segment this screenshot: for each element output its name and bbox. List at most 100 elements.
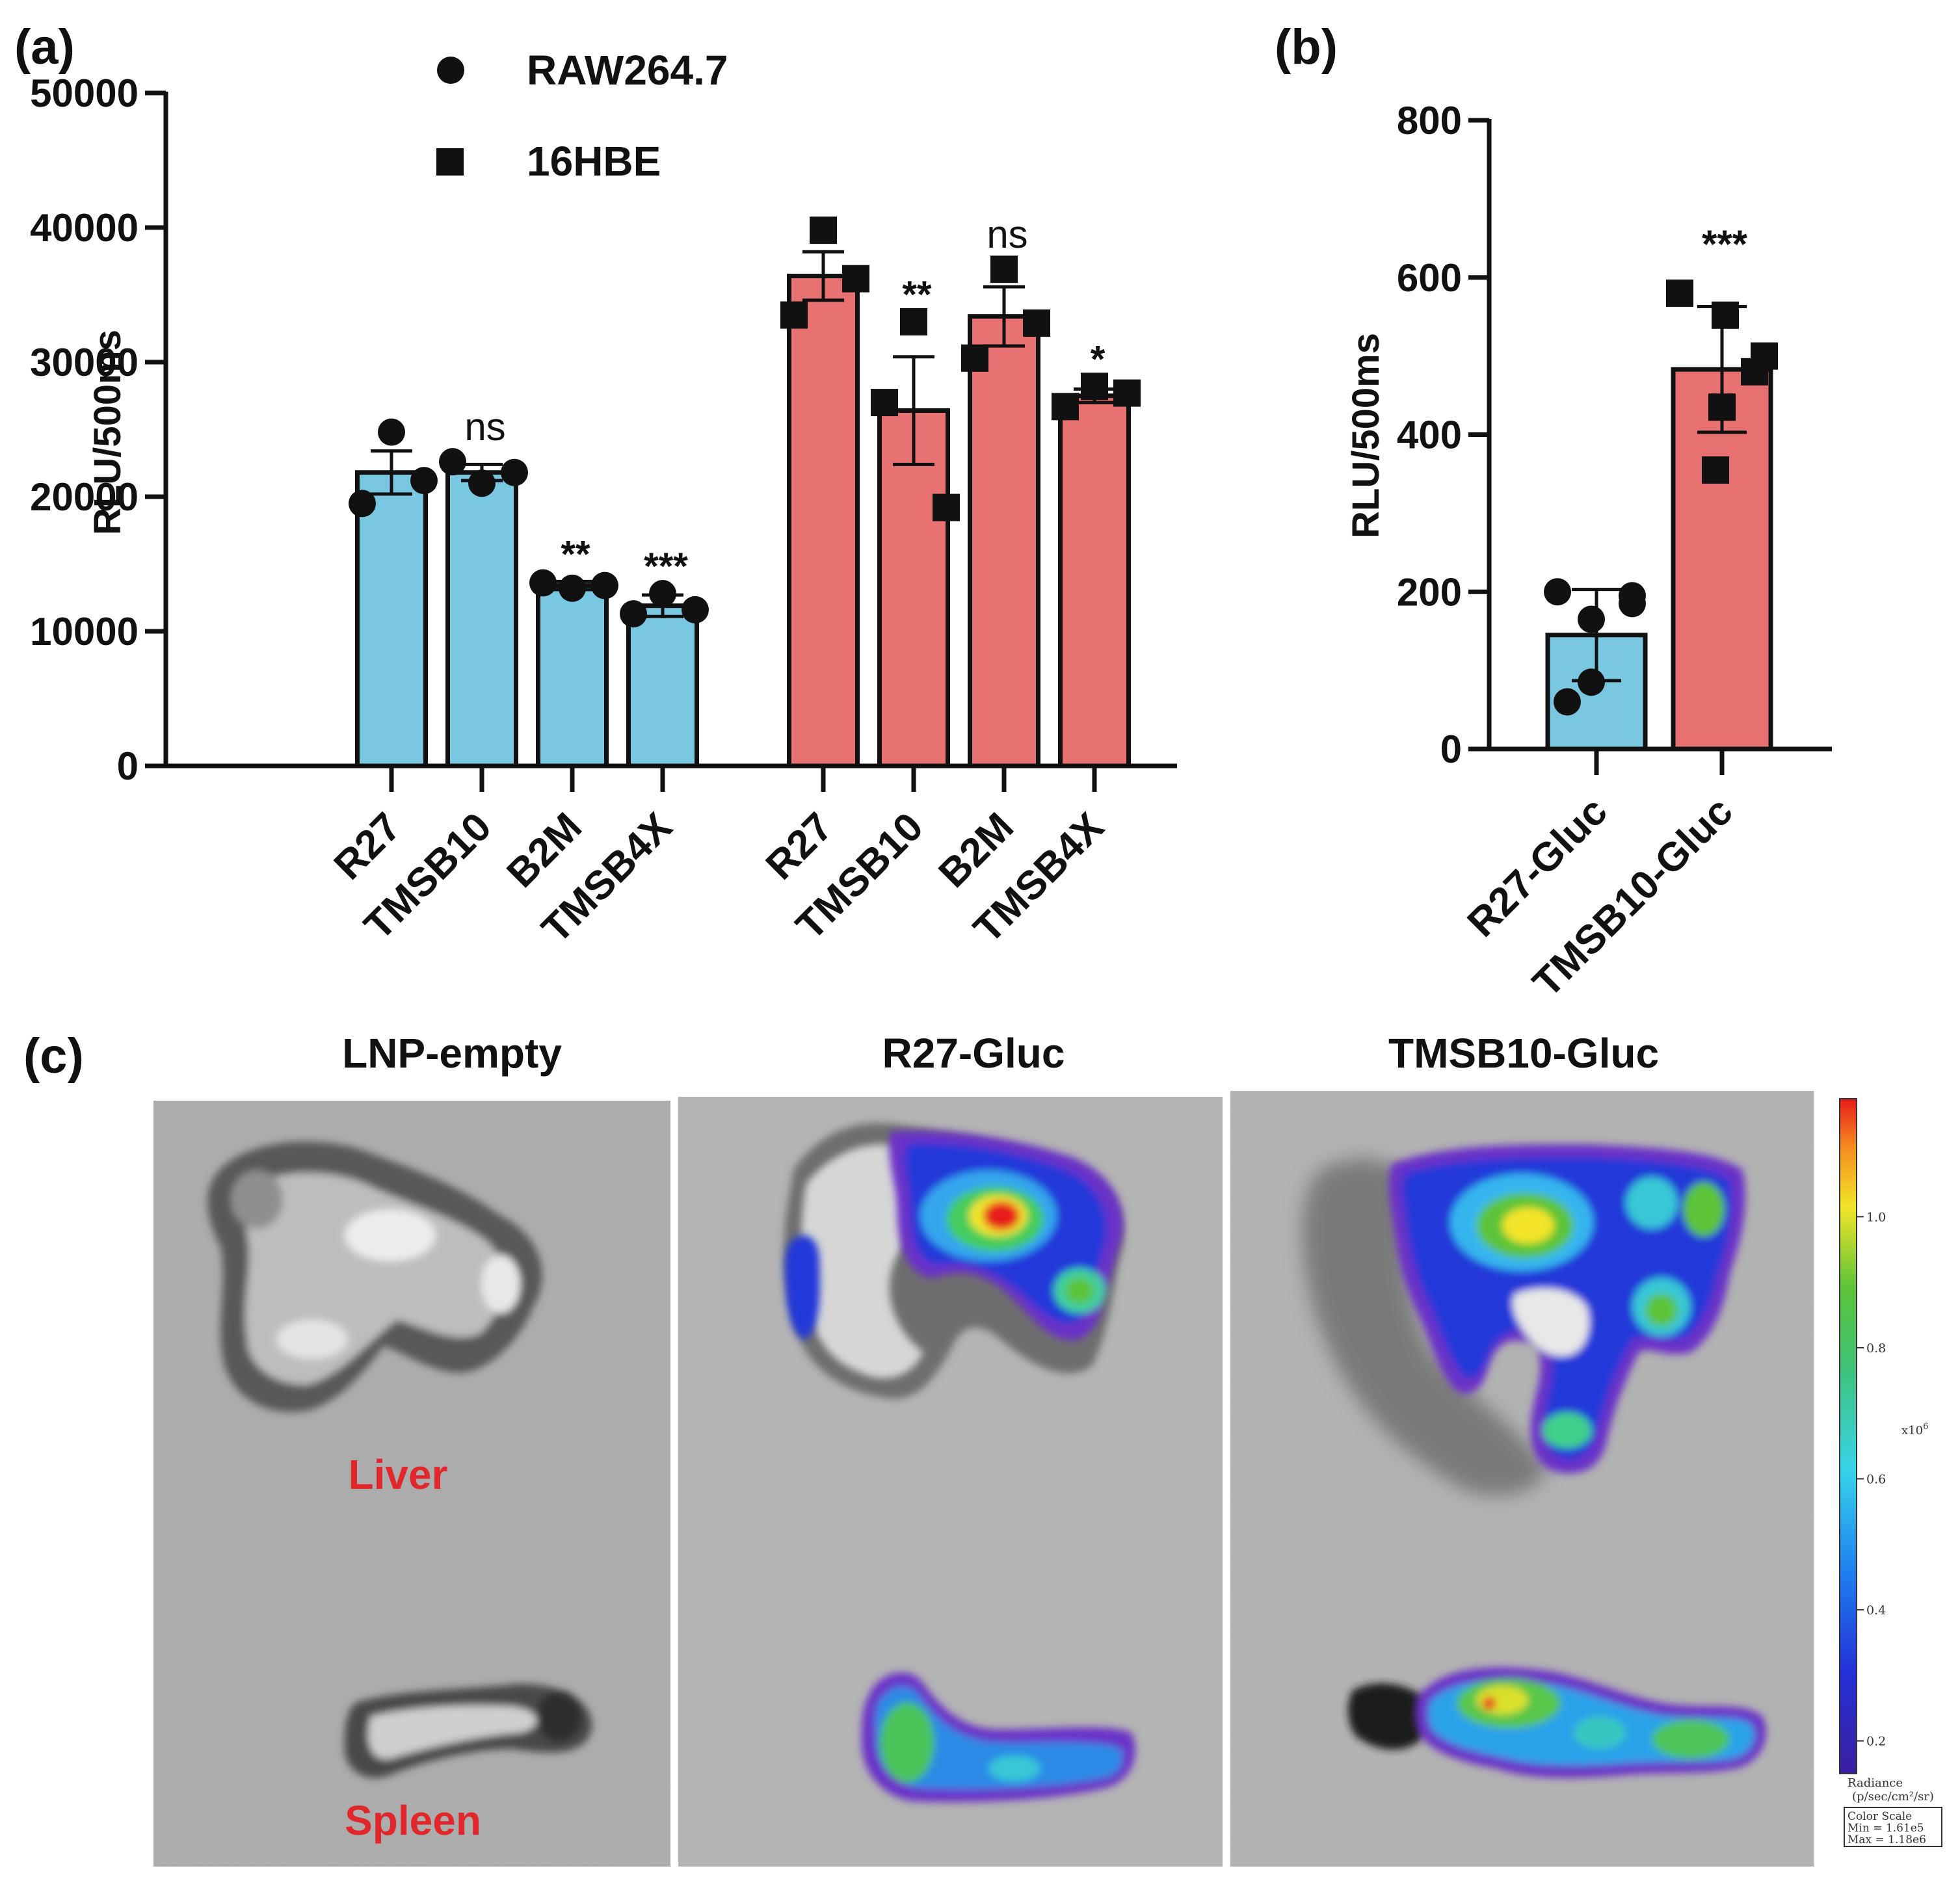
bar-16hbe-r27 [787,274,860,768]
significance-16hbe-b2m: ns [987,213,1027,256]
colorbar-tick-label-0-6: 0.6 [1866,1473,1886,1487]
panel-c-label: (c) [23,1029,84,1084]
panel-a-points [349,217,1141,628]
colorbar-tick-label-1-0: 1.0 [1866,1210,1886,1224]
bar-raw264-7-r27 [355,470,428,768]
tmsb10-spleen-tissue [1348,1683,1429,1750]
point-16hbe-r27-1 [780,301,808,329]
panel-b-points [1544,279,1778,716]
image-tmsb10-gluc [1230,1091,1814,1867]
panel-a-bars [355,274,1131,768]
image-title-tmsb10-gluc: TMSB10-Gluc [1388,1030,1659,1077]
significance-16hbe-tmsb4x: * [1091,338,1106,380]
colorbar-multiplier-base: x10 [1901,1424,1923,1437]
point-tmsb10-gluc-3 [1751,342,1778,370]
point-r27-gluc-5 [1578,668,1605,696]
bar-raw264-7-tmsb10 [445,470,518,768]
legend-raw264-label: RAW264.7 [527,47,728,94]
colorbar-tick-label-0-8: 0.8 [1866,1341,1886,1356]
point-16hbe-b2m-0 [990,256,1018,283]
panel-b-ytick-label-400: 400 [1397,413,1462,457]
panel-b-significance: *** [1702,222,1748,266]
tmsb10-liver-signal [1388,1144,1745,1474]
panel-a-significance: ns** *****ns* [464,213,1105,588]
panel-a-ytick-label-20000: 20000 [30,475,139,519]
significance-raw264-7-b2m: ** [561,533,590,575]
panel-b-bars [1545,367,1773,752]
liver-tissue [207,1141,542,1412]
panel-b-ylabel: RLU/500ms [1345,333,1387,538]
bar-16hbe-b2m [968,314,1040,768]
point-raw264-7-b2m-1 [529,569,557,597]
panel-b-ytick-label-800: 800 [1397,99,1462,142]
r27-spleen-signal [862,1672,1135,1802]
colorbar-multiplier-exponent: 6 [1923,1422,1928,1432]
panel-b-ytick-label-600: 600 [1397,256,1462,300]
point-raw264-7-tmsb10-2 [501,458,528,486]
image-title-lnp-empty: LNP-empty [342,1030,562,1077]
colorbar-ticks: 1.0 0.8 0.6 0.4 0.2 [1857,1210,1886,1749]
point-16hbe-tmsb4x-0 [1081,373,1108,400]
panel-a-ytick-label-10000: 10000 [30,610,139,653]
colorbar-scale-box [1844,1807,1942,1847]
point-raw264-7-r27-2 [410,467,438,495]
organ-label-liver: Liver [349,1451,448,1498]
panel-b-axes: 0 200 400 600 800 [1397,99,1832,771]
point-tmsb10-gluc-5 [1702,456,1729,484]
point-r27-gluc-1 [1578,605,1605,633]
colorbar-multiplier: x106 [1901,1422,1928,1437]
panel-a-label: (a) [14,20,75,75]
colorbar-scale-line3: Max = 1.18e6 [1847,1833,1926,1846]
point-tmsb10-gluc-1 [1712,301,1739,329]
point-raw264-7-r27-1 [349,490,376,518]
colorbar: 1.0 0.8 0.6 0.4 0.2 x106 Radiance (p/sec/cm²… [1839,1098,1942,1847]
point-r27-gluc-4 [1554,688,1581,716]
point-raw264-7-r27-0 [378,418,405,446]
bar-raw264-7-b2m [536,583,609,768]
point-16hbe-r27-2 [842,265,869,293]
significance-16hbe-tmsb10: ** [902,274,932,316]
image-title-r27-gluc: R27-Gluc [882,1030,1065,1077]
point-16hbe-tmsb4x-2 [1113,379,1141,407]
panel-c: (c) LNP-empty R27-Gluc TMSB10-Gluc Liver [23,1029,1942,1867]
legend-16hbe-label: 16HBE [527,138,661,185]
point-raw264-7-tmsb4x-0 [649,580,676,608]
panel-a-ytick-label-0: 0 [117,744,139,788]
bar-16hbe-tmsb4x [1058,393,1131,768]
legend-circle-marker [437,57,464,84]
panel-a-legend: RAW264.7 16HBE [436,47,728,185]
point-16hbe-r27-0 [810,217,837,244]
colorbar-tick-label-0-2: 0.2 [1866,1735,1886,1749]
point-raw264-7-tmsb10-0 [468,469,496,497]
point-raw264-7-tmsb10-1 [439,448,466,476]
point-raw264-7-b2m-0 [559,574,586,602]
significance-raw264-7-tmsb4x: *** [644,545,688,588]
point-16hbe-tmsb10-0 [900,308,927,335]
colorbar-scale-line1: Color Scale [1847,1810,1912,1823]
colorbar-tick-label-0-4: 0.4 [1866,1603,1886,1618]
colorbar-scale-line2: Min = 1.61e5 [1847,1822,1924,1835]
panel-a-ytick-label-50000: 50000 [30,72,139,115]
significance-tmsb10-gluc: *** [1702,222,1748,266]
tmsb10-spleen-signal [1415,1667,1766,1778]
point-raw264-7-tmsb4x-1 [620,600,647,628]
bar-raw264-7-tmsb4x [626,603,699,768]
panel-a-ytick-label-30000: 30000 [30,341,139,384]
point-raw264-7-b2m-2 [591,571,618,599]
panel-b-ytick-label-200: 200 [1397,570,1462,614]
point-r27-gluc-0 [1544,578,1571,606]
colorbar-gradient [1839,1098,1857,1774]
colorbar-unit-line2: (p/sec/cm²/sr) [1852,1790,1934,1804]
r27-liver-signal [784,1131,1124,1341]
panel-b-ytick-label-0: 0 [1440,728,1462,771]
panel-a: (a) RLU/500ms 0 10000 20000 30000 40000 50000… [14,20,1177,952]
point-r27-gluc-3 [1619,582,1646,610]
organ-label-spleen: Spleen [345,1797,481,1844]
image-lnp-empty: Liver Spleen [153,1101,670,1867]
point-16hbe-tmsb4x-1 [1052,393,1079,421]
point-raw264-7-tmsb4x-2 [682,596,709,623]
panel-b: (b) RLU/500ms 0 200 400 600 800 *** R27-Gluc… [1275,20,1832,1006]
